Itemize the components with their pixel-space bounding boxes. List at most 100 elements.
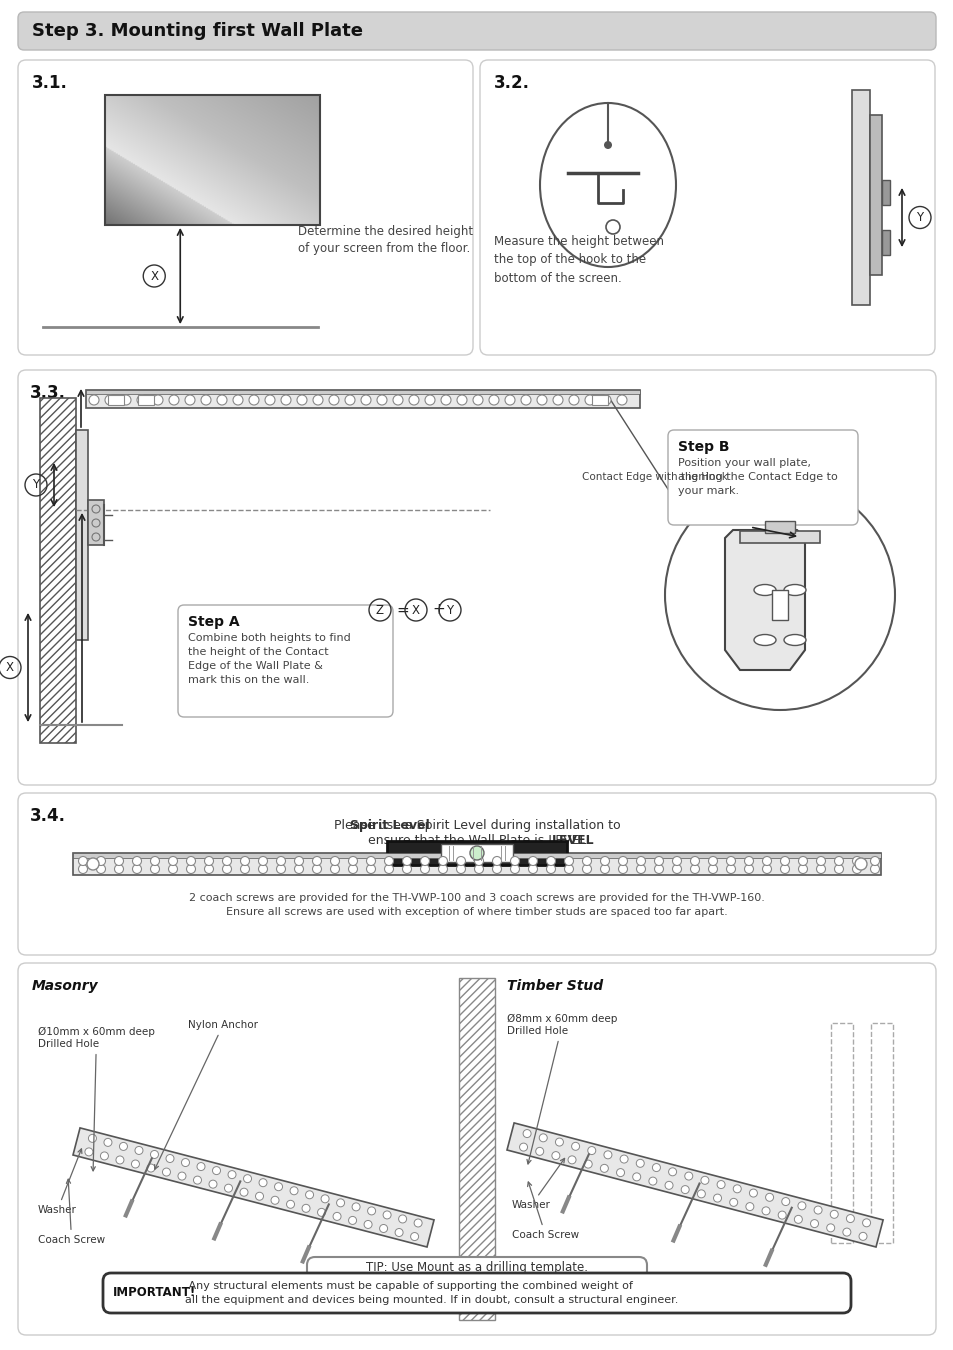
Circle shape	[137, 396, 147, 405]
Bar	[771, 590, 787, 620]
Bar	[40, 398, 76, 742]
Circle shape	[567, 1156, 576, 1164]
Bar	[108, 396, 124, 405]
Circle shape	[555, 1138, 563, 1146]
Circle shape	[826, 1224, 834, 1231]
Circle shape	[743, 864, 753, 873]
Circle shape	[456, 856, 465, 865]
Text: 2 coach screws are provided for the TH-VWP-100 and 3 coach screws are provided f: 2 coach screws are provided for the TH-V…	[189, 894, 764, 917]
FancyBboxPatch shape	[18, 59, 473, 355]
Circle shape	[632, 1173, 640, 1181]
Circle shape	[510, 856, 519, 865]
Circle shape	[764, 1193, 773, 1202]
Circle shape	[420, 864, 429, 873]
Circle shape	[538, 1134, 547, 1142]
Bar	[76, 431, 88, 640]
Circle shape	[85, 1148, 92, 1156]
Text: 3.2.: 3.2.	[494, 74, 530, 92]
Text: Nylon Anchor: Nylon Anchor	[154, 1021, 257, 1169]
Circle shape	[553, 396, 562, 405]
Circle shape	[151, 1150, 158, 1158]
Circle shape	[151, 864, 159, 873]
Bar	[851, 90, 869, 305]
Circle shape	[599, 1164, 608, 1172]
Circle shape	[224, 1184, 233, 1192]
Bar	[740, 531, 820, 543]
Circle shape	[510, 864, 519, 873]
Circle shape	[456, 396, 467, 405]
FancyBboxPatch shape	[307, 1257, 646, 1278]
Circle shape	[654, 856, 662, 865]
Circle shape	[546, 864, 555, 873]
Circle shape	[798, 864, 806, 873]
Circle shape	[366, 856, 375, 865]
Circle shape	[473, 396, 482, 405]
Circle shape	[249, 396, 258, 405]
Circle shape	[672, 864, 680, 873]
Circle shape	[360, 396, 371, 405]
Ellipse shape	[753, 585, 775, 595]
Circle shape	[690, 856, 699, 865]
Circle shape	[152, 396, 163, 405]
Circle shape	[290, 1187, 297, 1195]
Circle shape	[258, 864, 267, 873]
Circle shape	[114, 864, 123, 873]
Circle shape	[265, 396, 274, 405]
Circle shape	[761, 1207, 769, 1215]
Circle shape	[78, 856, 88, 865]
Circle shape	[271, 1196, 278, 1204]
Text: TIP: Use Mount as a drilling template.: TIP: Use Mount as a drilling template.	[366, 1261, 587, 1274]
Circle shape	[116, 1156, 124, 1164]
Circle shape	[536, 1148, 543, 1156]
Circle shape	[398, 1215, 406, 1223]
FancyBboxPatch shape	[18, 370, 935, 784]
Circle shape	[185, 396, 194, 405]
Circle shape	[648, 1177, 657, 1185]
Text: Determine the desired height
of your screen from the floor.: Determine the desired height of your scr…	[297, 225, 473, 255]
Circle shape	[259, 1179, 267, 1187]
Text: X: X	[150, 270, 158, 282]
Circle shape	[313, 396, 323, 405]
Circle shape	[582, 856, 591, 865]
Circle shape	[813, 1206, 821, 1214]
Circle shape	[243, 1174, 252, 1183]
Circle shape	[600, 396, 610, 405]
Circle shape	[233, 396, 243, 405]
Bar	[73, 853, 880, 875]
Circle shape	[834, 864, 842, 873]
Circle shape	[474, 864, 483, 873]
Circle shape	[204, 856, 213, 865]
Text: Y: Y	[446, 603, 453, 617]
Circle shape	[317, 1208, 325, 1216]
Text: Ø10mm x 60mm deep
Drilled Hole: Ø10mm x 60mm deep Drilled Hole	[38, 1027, 154, 1170]
Text: Coach Screw: Coach Screw	[512, 1183, 578, 1241]
Circle shape	[680, 1185, 688, 1193]
Text: Combine both heights to find
the height of the Contact
Edge of the Wall Plate &
: Combine both heights to find the height …	[188, 633, 351, 684]
Circle shape	[376, 396, 387, 405]
Circle shape	[294, 864, 303, 873]
Bar	[882, 180, 889, 205]
Text: Washer: Washer	[512, 1158, 564, 1210]
Bar	[105, 95, 319, 225]
Circle shape	[402, 856, 411, 865]
Text: +: +	[432, 602, 444, 617]
Circle shape	[114, 856, 123, 865]
Circle shape	[366, 864, 375, 873]
Bar	[830, 1023, 852, 1243]
Text: Z: Z	[375, 603, 384, 617]
Circle shape	[336, 1199, 344, 1207]
Circle shape	[852, 864, 861, 873]
Text: Measure the height between
the top of the hook to the
bottom of the screen.: Measure the height between the top of th…	[494, 235, 663, 285]
Circle shape	[294, 856, 303, 865]
Circle shape	[209, 1180, 216, 1188]
Circle shape	[684, 1172, 692, 1180]
Circle shape	[89, 1134, 96, 1142]
Circle shape	[708, 864, 717, 873]
Circle shape	[492, 856, 501, 865]
Text: Coach Screw: Coach Screw	[38, 1179, 105, 1245]
Circle shape	[726, 856, 735, 865]
Circle shape	[330, 864, 339, 873]
Bar	[138, 396, 153, 405]
Circle shape	[537, 396, 546, 405]
Circle shape	[402, 864, 411, 873]
